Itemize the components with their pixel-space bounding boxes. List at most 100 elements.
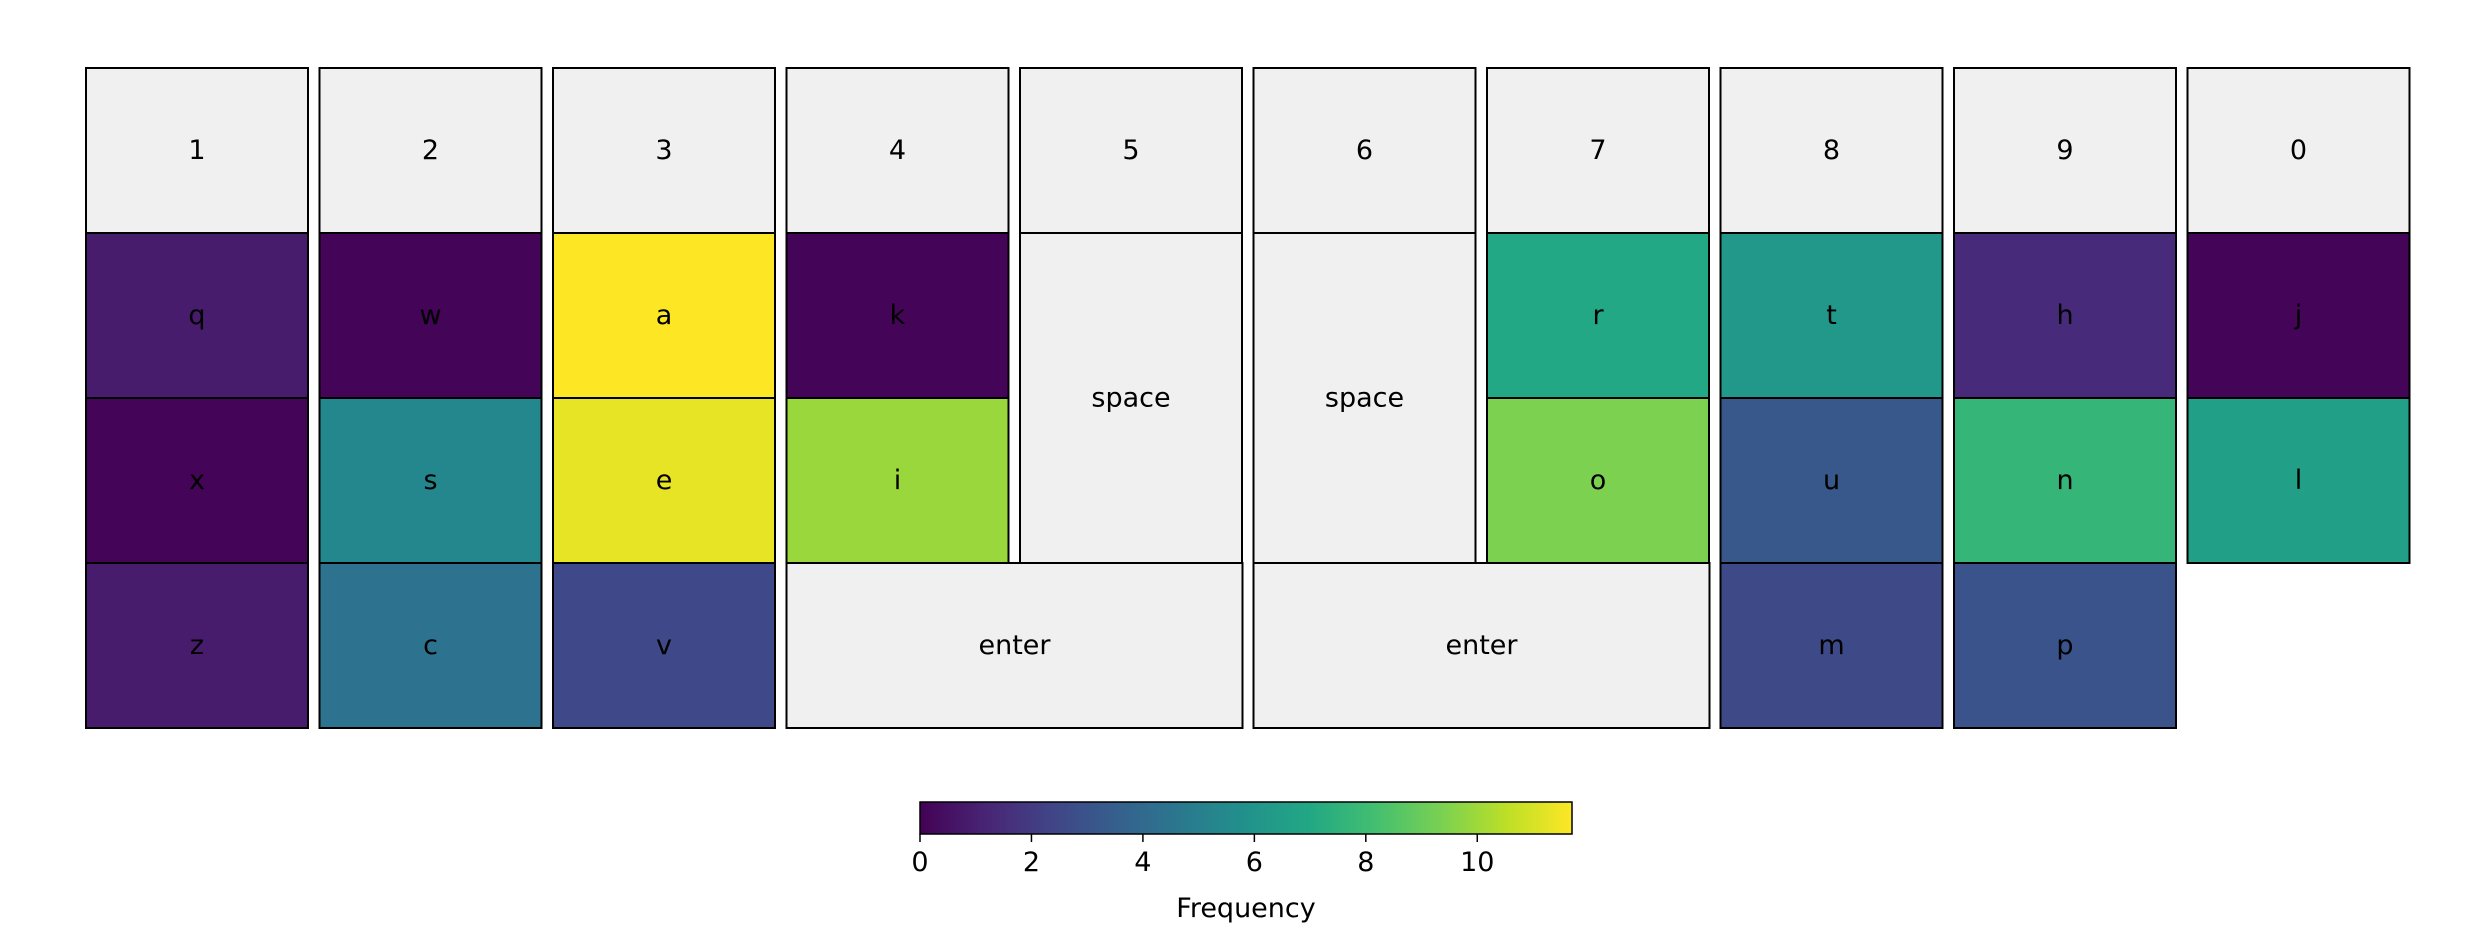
key-enter-32: enter	[1252, 562, 1711, 729]
key-enter-32-label: enter	[1445, 630, 1518, 661]
key-6-5: 6	[1252, 67, 1477, 234]
keyboard-keys: 1 2 3 4 5 6 7 8 9 0 q w a k space space r t h j x s e i o u n l z c v e…	[85, 67, 2411, 729]
key-l-27-cell	[2186, 397, 2411, 564]
key-a-12: a	[552, 232, 776, 399]
key-h-18: h	[1953, 232, 2177, 399]
key-7-6-label: 7	[1589, 135, 1606, 166]
key-j-19-cell	[2186, 232, 2411, 399]
key-n-26-cell	[1953, 397, 2177, 564]
key-i-23-cell	[785, 397, 1010, 564]
key-2-1-label: 2	[422, 135, 439, 166]
key-9-8-label: 9	[2056, 135, 2073, 166]
key-i-23-label: i	[894, 465, 902, 496]
key-space-15: space	[1252, 232, 1477, 564]
key-n-26: n	[1953, 397, 2177, 564]
key-k-13: k	[785, 232, 1010, 399]
key-enter-31-label: enter	[978, 630, 1051, 661]
key-z-28-cell	[85, 562, 309, 729]
key-t-17-label: t	[1826, 300, 1837, 331]
colorbar-tick-label-4: 8	[1357, 847, 1374, 878]
key-v-30-label: v	[656, 630, 672, 661]
key-1-0-label: 1	[188, 135, 205, 166]
key-n-26-label: n	[2056, 465, 2073, 496]
key-s-21-cell	[318, 397, 543, 564]
key-r-16-label: r	[1592, 300, 1604, 331]
key-8-7-label: 8	[1823, 135, 1840, 166]
key-o-24-label: o	[1590, 465, 1607, 496]
key-z-28-label: z	[190, 630, 204, 661]
colorbar-tick-label-3: 6	[1246, 847, 1263, 878]
colorbar: 0 2 4 6 8 10 Frequency	[911, 801, 1573, 924]
key-7-6: 7	[1486, 67, 1710, 234]
key-u-25-cell	[1719, 397, 1944, 564]
key-9-8: 9	[1953, 67, 2177, 234]
key-x-20: x	[85, 397, 309, 564]
key-8-7: 8	[1719, 67, 1944, 234]
colorbar-label: Frequency	[1176, 893, 1316, 924]
key-u-25-label: u	[1823, 465, 1840, 496]
key-space-14-label: space	[1091, 383, 1170, 414]
key-t-17: t	[1719, 232, 1944, 399]
key-5-4-label: 5	[1122, 135, 1139, 166]
key-j-19-label: j	[2294, 300, 2303, 331]
key-p-34-label: p	[2056, 630, 2073, 661]
key-enter-31: enter	[785, 562, 1244, 729]
key-e-22: e	[552, 397, 776, 564]
key-m-33-cell	[1719, 562, 1944, 729]
key-w-11: w	[318, 232, 543, 399]
key-5-4: 5	[1019, 67, 1243, 234]
key-j-19: j	[2186, 232, 2411, 399]
key-2-1-cell	[318, 67, 543, 234]
key-q-10-label: q	[188, 300, 205, 331]
key-0-9-label: 0	[2290, 135, 2307, 166]
key-0-9-cell	[2186, 67, 2411, 234]
key-5-4-cell	[1019, 67, 1243, 234]
key-u-25: u	[1719, 397, 1944, 564]
colorbar-tick-label-1: 2	[1023, 847, 1040, 878]
key-x-20-cell	[85, 397, 309, 564]
key-space-15-cell	[1252, 232, 1477, 564]
key-a-12-label: a	[656, 300, 673, 331]
key-4-3-label: 4	[889, 135, 906, 166]
key-8-7-cell	[1719, 67, 1944, 234]
key-w-11-label: w	[419, 300, 441, 331]
key-3-2: 3	[552, 67, 776, 234]
key-q-10-cell	[85, 232, 309, 399]
key-a-12-cell	[552, 232, 776, 399]
key-w-11-cell	[318, 232, 543, 399]
key-s-21: s	[318, 397, 543, 564]
key-enter-32-cell	[1252, 562, 1711, 729]
key-r-16-cell	[1486, 232, 1710, 399]
key-i-23: i	[785, 397, 1010, 564]
colorbar-gradient	[919, 801, 1573, 835]
key-1-0-cell	[85, 67, 309, 234]
key-c-29-cell	[318, 562, 543, 729]
key-l-27-label: l	[2295, 465, 2303, 496]
key-s-21-label: s	[423, 465, 437, 496]
key-space-15-label: space	[1325, 383, 1404, 414]
key-c-29-label: c	[423, 630, 438, 661]
key-space-14: space	[1019, 232, 1243, 564]
key-6-5-cell	[1252, 67, 1477, 234]
key-k-13-cell	[785, 232, 1010, 399]
key-q-10: q	[85, 232, 309, 399]
key-h-18-label: h	[2056, 300, 2073, 331]
key-p-34-cell	[1953, 562, 2177, 729]
key-v-30-cell	[552, 562, 776, 729]
key-enter-31-cell	[785, 562, 1244, 729]
key-l-27: l	[2186, 397, 2411, 564]
key-m-33: m	[1719, 562, 1944, 729]
key-k-13-label: k	[890, 300, 906, 331]
key-2-1: 2	[318, 67, 543, 234]
key-space-14-cell	[1019, 232, 1243, 564]
key-z-28: z	[85, 562, 309, 729]
key-x-20-label: x	[189, 465, 205, 496]
key-0-9: 0	[2186, 67, 2411, 234]
key-6-5-label: 6	[1356, 135, 1373, 166]
key-3-2-cell	[552, 67, 776, 234]
colorbar-tick-label-2: 4	[1134, 847, 1151, 878]
key-r-16: r	[1486, 232, 1710, 399]
key-t-17-cell	[1719, 232, 1944, 399]
key-o-24-cell	[1486, 397, 1710, 564]
